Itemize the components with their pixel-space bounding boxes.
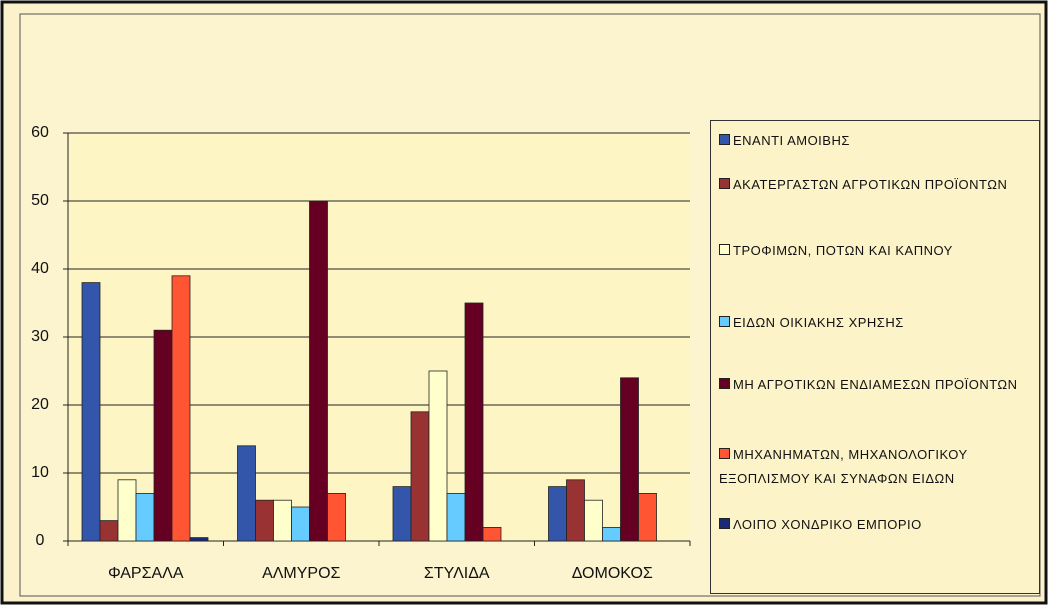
- bar: [153, 329, 173, 542]
- legend-swatch: [719, 316, 730, 327]
- legend-label: ΕΝΑΝΤΙ ΑΜΟΙΒΗΣ: [733, 133, 850, 148]
- legend-item: ΕΝΑΝΤΙ ΑΜΟΙΒΗΣ: [719, 129, 1035, 153]
- legend-label: ΛΟΙΠΟ ΧΟΝΔΡΙΚΟ ΕΜΠΟΡΙΟ: [733, 517, 922, 532]
- legend-item: ΤΡΟΦΙΜΩΝ, ΠΟΤΩΝ ΚΑΙ ΚΑΠΝΟΥ: [719, 239, 1035, 263]
- x-tick-label: ΔΟΜΟΚΟΣ: [572, 565, 653, 582]
- y-tick-label: 30: [31, 328, 49, 345]
- bar: [189, 537, 209, 542]
- legend: ΕΝΑΝΤΙ ΑΜΟΙΒΗΣ ΑΚΑΤΕΡΓΑΣΤΩΝ ΑΓΡΟΤΙΚΩΝ ΠΡΟ…: [710, 120, 1040, 594]
- bar: [482, 527, 502, 542]
- bar: [291, 506, 310, 542]
- bar: [255, 499, 274, 542]
- bar: [446, 492, 466, 542]
- bar: [273, 499, 292, 542]
- bar: [602, 527, 621, 542]
- legend-swatch: [719, 178, 730, 189]
- bar: [428, 370, 448, 542]
- bar: [327, 492, 346, 542]
- legend-swatch: [719, 378, 730, 389]
- legend-item: ΛΟΙΠΟ ΧΟΝΔΡΙΚΟ ΕΜΠΟΡΙΟ: [719, 513, 1035, 537]
- bar: [464, 302, 484, 542]
- legend-label: ΜΗΧΑΝΗΜΑΤΩΝ, ΜΗΧΑΝΟΛΟΓΙΚΟΥ ΕΞΟΠΛΙΣΜΟΥ ΚΑ…: [719, 447, 968, 486]
- y-tick-label: 50: [31, 192, 49, 209]
- legend-label: ΕΙΔΩΝ ΟΙΚΙΑΚΗΣ ΧΡΗΣΗΣ: [733, 315, 904, 330]
- y-tick-label: 20: [31, 396, 49, 413]
- legend-item: ΜΗ ΑΓΡΟΤΙΚΩΝ ΕΝΔΙΑΜΕΣΩΝ ΠΡΟΪΟΝΤΩΝ: [719, 373, 1035, 397]
- legend-label: ΤΡΟΦΙΜΩΝ, ΠΟΤΩΝ ΚΑΙ ΚΑΠΝΟΥ: [733, 243, 953, 258]
- bar: [548, 486, 567, 542]
- legend-item: ΕΙΔΩΝ ΟΙΚΙΑΚΗΣ ΧΡΗΣΗΣ: [719, 311, 1035, 335]
- legend-swatch: [719, 518, 730, 529]
- bar: [99, 520, 119, 542]
- legend-item: ΑΚΑΤΕΡΓΑΣΤΩΝ ΑΓΡΟΤΙΚΩΝ ΠΡΟΪΟΝΤΩΝ: [719, 173, 1035, 197]
- bar: [117, 479, 137, 542]
- x-tick-label: ΣΤΥΛΙΔΑ: [424, 565, 490, 582]
- x-tick-label: ΑΛΜΥΡΟΣ: [262, 565, 340, 582]
- y-tick-label: 60: [31, 124, 49, 141]
- legend-item: ΜΗΧΑΝΗΜΑΤΩΝ, ΜΗΧΑΝΟΛΟΓΙΚΟΥ ΕΞΟΠΛΙΣΜΟΥ ΚΑ…: [719, 443, 1035, 491]
- bar: [237, 445, 256, 542]
- bar: [566, 479, 585, 542]
- legend-swatch: [719, 134, 730, 145]
- legend-label: ΑΚΑΤΕΡΓΑΣΤΩΝ ΑΓΡΟΤΙΚΩΝ ΠΡΟΪΟΝΤΩΝ: [733, 177, 1008, 192]
- bar: [135, 492, 155, 542]
- legend-swatch: [719, 244, 730, 255]
- y-tick-label: 0: [36, 532, 45, 549]
- bar: [171, 275, 191, 542]
- legend-label: ΜΗ ΑΓΡΟΤΙΚΩΝ ΕΝΔΙΑΜΕΣΩΝ ΠΡΟΪΟΝΤΩΝ: [733, 377, 1018, 392]
- bar: [638, 492, 657, 542]
- legend-swatch: [719, 448, 730, 459]
- bar: [410, 411, 430, 542]
- x-tick-label: ΦΑΡΣΑΛΑ: [108, 565, 184, 582]
- bar: [620, 377, 639, 542]
- y-tick-label: 10: [31, 464, 49, 481]
- bar: [392, 486, 412, 542]
- bar: [584, 499, 603, 542]
- bar: [81, 282, 101, 542]
- bar: [309, 200, 328, 542]
- y-tick-label: 40: [31, 260, 49, 277]
